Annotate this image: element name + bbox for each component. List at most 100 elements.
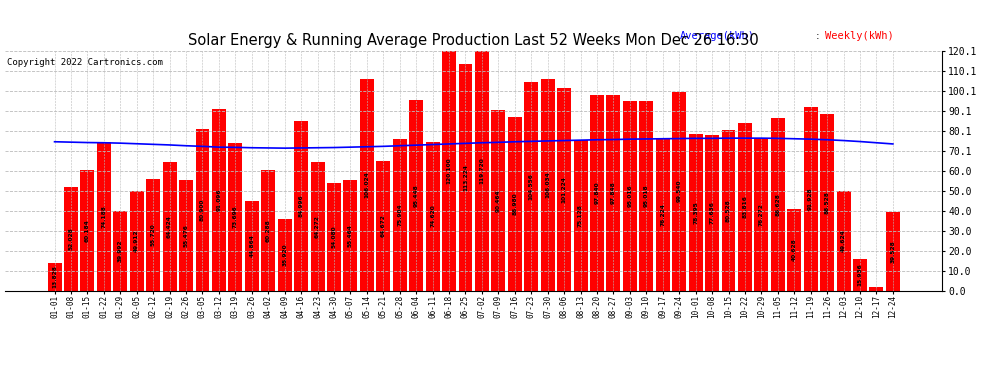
Bar xyxy=(376,161,390,291)
Bar xyxy=(820,114,835,291)
Text: 74.620: 74.620 xyxy=(430,205,436,228)
Text: 49.624: 49.624 xyxy=(842,230,846,252)
Text: 15.936: 15.936 xyxy=(857,263,862,286)
Text: 91.096: 91.096 xyxy=(217,188,222,211)
Text: 90.464: 90.464 xyxy=(496,189,501,211)
Text: 86.980: 86.980 xyxy=(512,192,518,215)
Text: 55.476: 55.476 xyxy=(183,224,188,247)
Text: 119.720: 119.720 xyxy=(479,158,484,184)
Bar xyxy=(97,142,111,291)
Bar xyxy=(754,138,768,291)
Bar xyxy=(229,143,243,291)
Text: 39.528: 39.528 xyxy=(890,240,895,262)
Text: 75.904: 75.904 xyxy=(397,204,402,226)
Text: 83.816: 83.816 xyxy=(742,195,747,218)
Text: 39.992: 39.992 xyxy=(118,239,123,262)
Bar xyxy=(409,100,423,291)
Bar xyxy=(443,51,456,291)
Text: 88.528: 88.528 xyxy=(825,191,830,214)
Text: 52.028: 52.028 xyxy=(68,227,73,250)
Bar xyxy=(853,259,867,291)
Text: 106.034: 106.034 xyxy=(545,171,550,198)
Bar xyxy=(689,134,703,291)
Bar xyxy=(623,101,637,291)
Text: 80.900: 80.900 xyxy=(200,199,205,221)
Bar xyxy=(327,183,341,291)
Bar xyxy=(426,141,440,291)
Text: 99.540: 99.540 xyxy=(677,180,682,203)
Text: 73.696: 73.696 xyxy=(233,206,238,228)
Bar xyxy=(607,95,621,291)
Bar xyxy=(179,180,193,291)
Text: 60.288: 60.288 xyxy=(265,219,270,242)
Text: :: : xyxy=(816,32,820,41)
Bar xyxy=(64,187,78,291)
Bar xyxy=(458,64,472,291)
Text: 49.912: 49.912 xyxy=(135,230,140,252)
Bar xyxy=(245,201,258,291)
Text: 95.018: 95.018 xyxy=(644,184,648,207)
Bar xyxy=(294,121,308,291)
Text: 78.395: 78.395 xyxy=(693,201,698,223)
Bar xyxy=(722,130,736,291)
Title: Solar Energy & Running Average Production Last 52 Weeks Mon Dec 26 16:30: Solar Energy & Running Average Productio… xyxy=(188,33,759,48)
Text: 91.928: 91.928 xyxy=(808,188,813,210)
Bar xyxy=(277,219,292,291)
Bar xyxy=(804,107,818,291)
Bar xyxy=(869,287,883,291)
Bar xyxy=(837,192,850,291)
Bar xyxy=(130,191,144,291)
Text: Copyright 2022 Cartronics.com: Copyright 2022 Cartronics.com xyxy=(7,58,162,67)
Bar xyxy=(573,141,587,291)
Bar xyxy=(48,263,61,291)
Text: 54.080: 54.080 xyxy=(332,225,337,248)
Bar xyxy=(393,139,407,291)
Text: 44.864: 44.864 xyxy=(249,234,254,257)
Text: 80.528: 80.528 xyxy=(726,199,731,222)
Bar xyxy=(787,209,801,291)
Bar xyxy=(475,51,489,291)
Text: 97.840: 97.840 xyxy=(595,182,600,204)
Bar xyxy=(162,162,176,291)
Bar xyxy=(491,110,505,291)
Bar xyxy=(261,170,275,291)
Text: 75.128: 75.128 xyxy=(578,204,583,227)
Text: 86.628: 86.628 xyxy=(775,193,780,216)
Text: 101.224: 101.224 xyxy=(561,176,566,203)
Text: Average(kWh): Average(kWh) xyxy=(680,32,755,41)
Bar xyxy=(590,95,604,291)
Text: 35.920: 35.920 xyxy=(282,243,287,266)
Text: 64.424: 64.424 xyxy=(167,215,172,238)
Bar xyxy=(525,82,539,291)
Bar xyxy=(113,211,128,291)
Text: 95.016: 95.016 xyxy=(628,184,633,207)
Bar xyxy=(557,88,571,291)
Text: 120.100: 120.100 xyxy=(446,158,451,184)
Bar xyxy=(360,79,374,291)
Text: 64.272: 64.272 xyxy=(315,215,320,238)
Bar xyxy=(705,135,719,291)
Text: Weekly(kWh): Weekly(kWh) xyxy=(826,32,894,41)
Text: 76.224: 76.224 xyxy=(660,203,665,226)
Text: 60.184: 60.184 xyxy=(85,219,90,242)
Text: 95.448: 95.448 xyxy=(414,184,419,207)
Bar xyxy=(541,79,554,291)
Bar xyxy=(195,129,210,291)
Bar xyxy=(640,101,653,291)
Bar xyxy=(655,138,670,291)
Bar xyxy=(886,211,900,291)
Text: 77.636: 77.636 xyxy=(710,202,715,225)
Text: 13.828: 13.828 xyxy=(52,266,57,288)
Bar xyxy=(147,179,160,291)
Text: 55.720: 55.720 xyxy=(150,224,155,246)
Bar xyxy=(212,109,226,291)
Text: 106.024: 106.024 xyxy=(364,171,369,198)
Text: 74.188: 74.188 xyxy=(101,205,106,228)
Bar xyxy=(672,92,686,291)
Text: 76.272: 76.272 xyxy=(759,203,764,226)
Text: 97.848: 97.848 xyxy=(611,182,616,204)
Bar xyxy=(771,117,785,291)
Bar xyxy=(311,162,325,291)
Bar xyxy=(738,123,752,291)
Text: 104.556: 104.556 xyxy=(529,173,534,200)
